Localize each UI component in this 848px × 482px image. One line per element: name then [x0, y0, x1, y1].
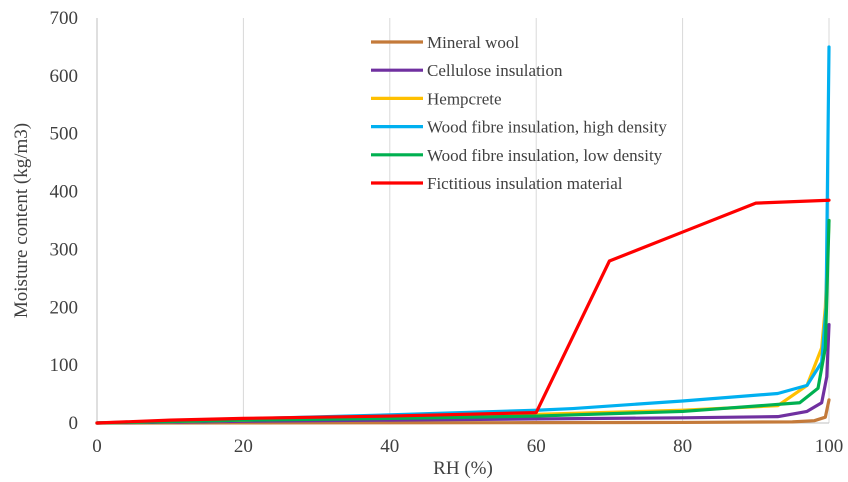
y-tick-label: 100: [50, 355, 79, 376]
y-tick-label: 300: [50, 239, 79, 260]
legend-label-1: Mineral wool: [427, 33, 519, 52]
x-tick-label: 100: [815, 436, 844, 457]
legend: Mineral wool Cellulose insulation Hempcret…: [371, 33, 667, 193]
series-line-6: [95, 198, 831, 425]
legend-label-2: Cellulose insulation: [427, 61, 563, 80]
legend-label-4: Wood fibre insulation, high density: [427, 118, 667, 137]
y-tick-label: 200: [50, 297, 79, 318]
legend-label-3: Hempcrete: [427, 89, 502, 108]
x-tick-label: 80: [673, 436, 692, 457]
series-line-5: [95, 218, 831, 425]
x-tick-label: 0: [92, 436, 102, 457]
y-tick-label: 600: [50, 66, 79, 87]
tick-labels: 0 100 200 300 400 500 600 700 0 20 40 60 80 100: [50, 8, 844, 457]
y-axis-title: Moisture content (kg/m3): [11, 123, 32, 318]
x-tick-label: 40: [380, 436, 399, 457]
y-tick-label: 500: [50, 124, 79, 145]
gridlines: [242, 18, 830, 423]
y-tick-label: 700: [50, 8, 79, 29]
y-tick-label: 0: [69, 413, 79, 434]
legend-label-6: Fictitious insulation material: [427, 174, 623, 193]
x-tick-label: 20: [234, 436, 253, 457]
x-axis-title: RH (%): [433, 458, 493, 479]
y-tick-label: 400: [50, 182, 79, 203]
legend-label-5: Wood fibre insulation, low density: [427, 146, 663, 165]
series-group: [95, 45, 831, 425]
x-tick-label: 60: [527, 436, 546, 457]
series-line-1: [95, 398, 831, 425]
